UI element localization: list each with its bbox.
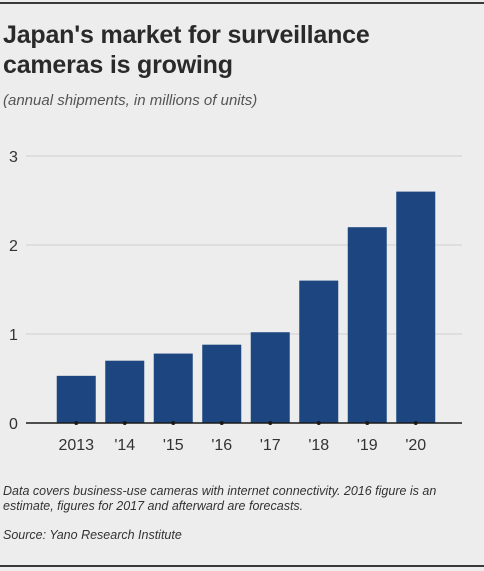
x-tick-mark [268, 421, 273, 425]
x-tick-mark [219, 421, 224, 425]
x-tick-label: '16 [211, 437, 232, 454]
x-tick-label: '18 [308, 437, 329, 454]
bar [347, 227, 387, 423]
bar [202, 344, 242, 423]
y-tick-label: 2 [9, 238, 18, 255]
y-tick-label: 1 [9, 327, 18, 344]
bar [56, 375, 96, 423]
y-tick-label: 0 [9, 416, 18, 433]
x-tick-mark [413, 421, 418, 425]
bar [153, 353, 193, 423]
bar-chart: 0 1 2 3 2013 '14 '15 '16 '17 '18 '19 '20 [9, 149, 462, 454]
source-note: Source: Yano Research Institute [3, 528, 182, 542]
bar [299, 280, 339, 423]
bar [396, 191, 436, 423]
x-tick-mark [365, 421, 370, 425]
chart-subtitle: (annual shipments, in millions of units) [3, 92, 258, 109]
x-tick-label: '15 [163, 437, 184, 454]
x-tick-mark [122, 421, 127, 425]
x-tick-label: '14 [114, 437, 135, 454]
x-tick-label: '17 [260, 437, 281, 454]
y-tick-label: 3 [9, 149, 18, 166]
chart-title: Japan's market for surveillance cameras … [3, 21, 370, 79]
bar [105, 360, 145, 423]
bar [250, 332, 290, 423]
x-tick-label: 2013 [58, 437, 94, 454]
x-tick-mark [316, 421, 321, 425]
top-rule [0, 2, 484, 4]
bars [56, 191, 436, 423]
x-tick-label: '19 [357, 437, 378, 454]
x-tick-mark [171, 421, 176, 425]
axes: 0 1 2 3 2013 '14 '15 '16 '17 '18 '19 '20 [9, 149, 462, 454]
x-tick-label: '20 [405, 437, 426, 454]
footnote: Data covers business-use cameras with in… [3, 484, 437, 513]
bottom-rule [0, 565, 484, 567]
x-tick-mark [74, 421, 79, 425]
gridlines [26, 155, 462, 335]
